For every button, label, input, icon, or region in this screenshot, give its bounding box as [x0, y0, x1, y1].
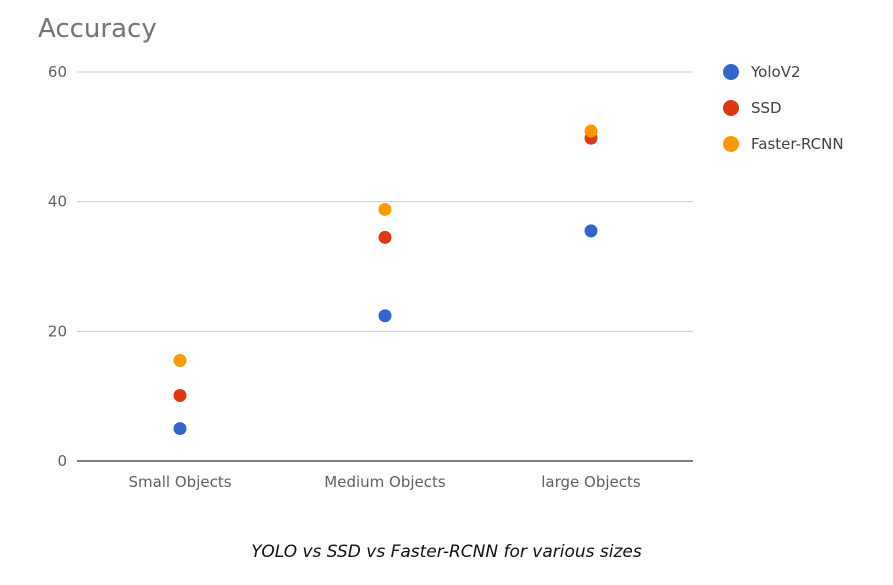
chart-title: Accuracy [38, 14, 157, 44]
x-tick-label-medium-objects: Medium Objects [324, 473, 446, 491]
legend-label-faster-rcnn: Faster-RCNN [751, 135, 844, 153]
y-tick-label-20: 20 [48, 322, 67, 340]
legend: YoloV2 SSD Faster-RCNN [723, 63, 844, 153]
y-tick-label-0: 0 [57, 452, 67, 470]
legend-label-ssd: SSD [751, 99, 782, 117]
point-faster-rcnn-medium-objects [378, 202, 392, 216]
data-points [173, 124, 598, 436]
legend-marker-yolov2 [723, 64, 739, 80]
y-tick-label-60: 60 [48, 63, 67, 81]
point-yolov2-medium-objects [378, 309, 392, 323]
point-faster-rcnn-large-objects [584, 124, 598, 138]
point-ssd-medium-objects [378, 230, 392, 244]
x-tick-label-small-objects: Small Objects [128, 473, 231, 491]
legend-marker-ssd [723, 100, 739, 116]
x-axis-ticks: Small Objects Medium Objects large Objects [128, 473, 640, 491]
legend-marker-faster-rcnn [723, 136, 739, 152]
legend-label-yolov2: YoloV2 [750, 63, 801, 81]
point-yolov2-small-objects [173, 422, 187, 436]
x-tick-label-large-objects: large Objects [541, 473, 641, 491]
point-yolov2-large-objects [584, 224, 598, 238]
gridlines [77, 71, 693, 462]
point-faster-rcnn-small-objects [173, 354, 187, 368]
y-axis-ticks: 0 20 40 60 [48, 63, 67, 470]
point-ssd-small-objects [173, 389, 187, 403]
figure-caption: YOLO vs SSD vs Faster-RCNN for various s… [251, 542, 642, 562]
y-tick-label-40: 40 [48, 193, 67, 211]
